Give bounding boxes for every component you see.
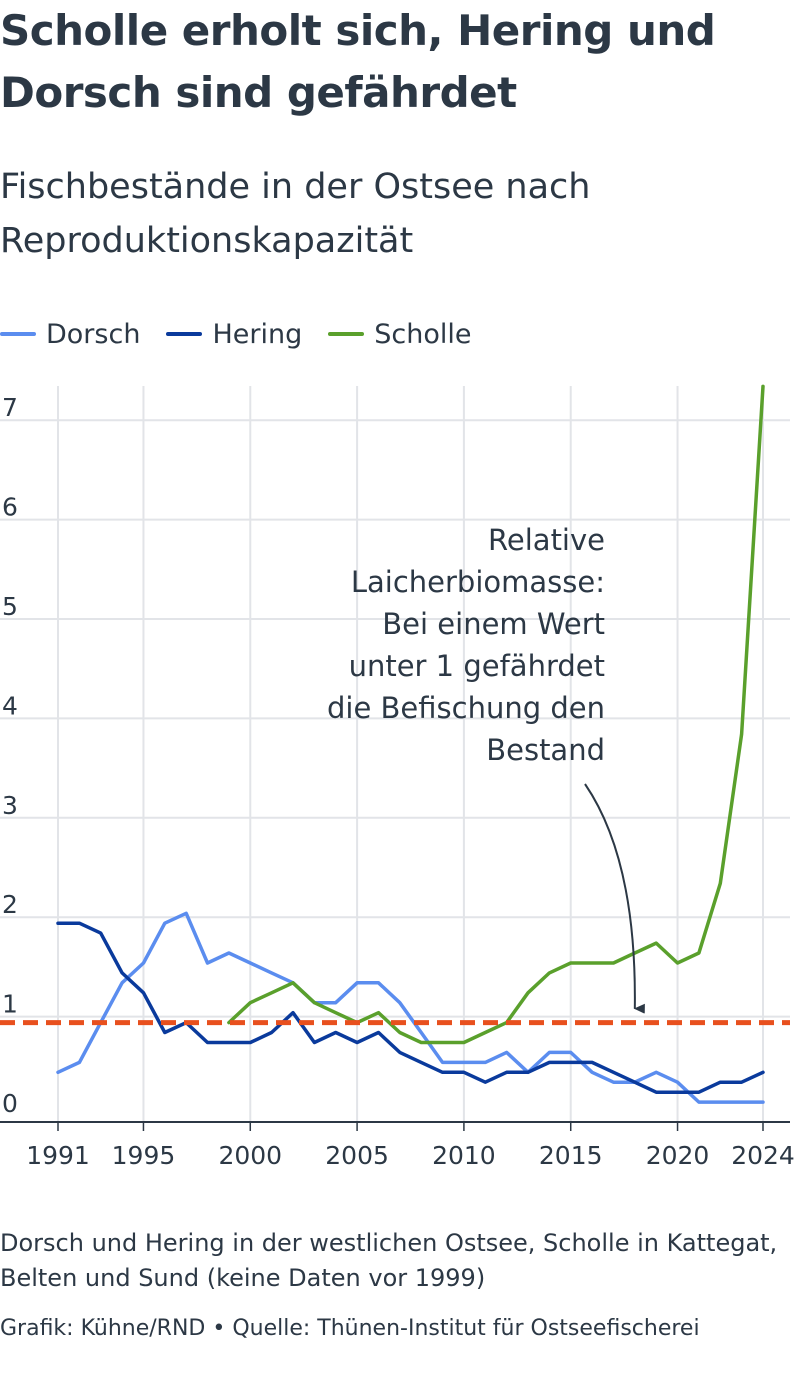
legend: Dorsch Hering Scholle [0,316,497,352]
legend-item-scholle: Scholle [328,319,471,350]
annotation-line: Bei einem Wert [382,607,605,641]
y-tick-label: 4 [2,691,18,720]
x-tick-label: 2020 [646,1141,710,1170]
x-tick-label: 2005 [325,1141,389,1170]
series-line-scholle [227,384,765,1045]
y-tick-label: 1 [2,990,18,1019]
legend-swatch-hering [166,332,203,336]
annotation-line: Relative [488,523,605,557]
x-tick-label: 1991 [26,1141,90,1170]
series-line-hering [56,921,765,1094]
annotation-text: Relative Laicherbiomasse: Bei einem Wert un… [327,523,605,767]
legend-label-dorsch: Dorsch [46,318,141,350]
legend-item-dorsch: Dorsch [0,319,140,350]
legend-label-hering: Hering [212,318,303,350]
y-tick-label: 5 [2,592,18,621]
legend-item-hering: Hering [166,319,302,350]
y-tick-label: 6 [2,493,18,522]
y-axis: 0 1 2 3 4 5 6 7 [2,393,18,1118]
annotation-line: die Befischung den [327,691,605,725]
chart-note: Dorsch und Hering in der westlichen Osts… [0,1229,778,1292]
series-group [56,384,765,1104]
y-tick-label: 2 [2,890,18,919]
x-axis: 1991 1995 2000 2005 2010 2015 2020 2024 [0,1121,795,1170]
x-tick-label: 1995 [112,1141,176,1170]
x-tick-label: 2010 [432,1141,496,1170]
annotation-line: unter 1 gefährdet [349,649,605,683]
line-chart: 0 1 2 3 4 5 6 7 1991 1995 2000 2005 2010 2015 2020 202… [0,384,795,1170]
annotation-line: Laicherbiomasse: [351,565,605,599]
legend-swatch-dorsch [0,332,36,336]
series-line-dorsch [56,911,765,1104]
y-tick-label: 3 [2,791,18,820]
x-tick-label: 2015 [539,1141,603,1170]
x-tick-label: 2024 [731,1141,795,1170]
annotation-line: Bestand [486,733,605,767]
legend-label-scholle: Scholle [374,318,472,350]
grid [0,386,790,1122]
x-tick-label: 2000 [218,1141,282,1170]
legend-swatch-scholle [328,332,365,336]
annotation: Relative Laicherbiomasse: Bei einem Wert un… [327,523,645,1014]
y-tick-label: 7 [2,393,18,422]
chart-subtitle: Fischbestände in der Ostsee nach Reprodu… [0,167,591,261]
y-tick-label: 0 [2,1089,18,1118]
annotation-arrow [584,783,645,1014]
chart-credit: Grafik: Kühne/RND • Quelle: Thünen-Insti… [0,1316,700,1341]
chart-title: Scholle erholt sich, Hering und Dorsch s… [0,6,716,117]
